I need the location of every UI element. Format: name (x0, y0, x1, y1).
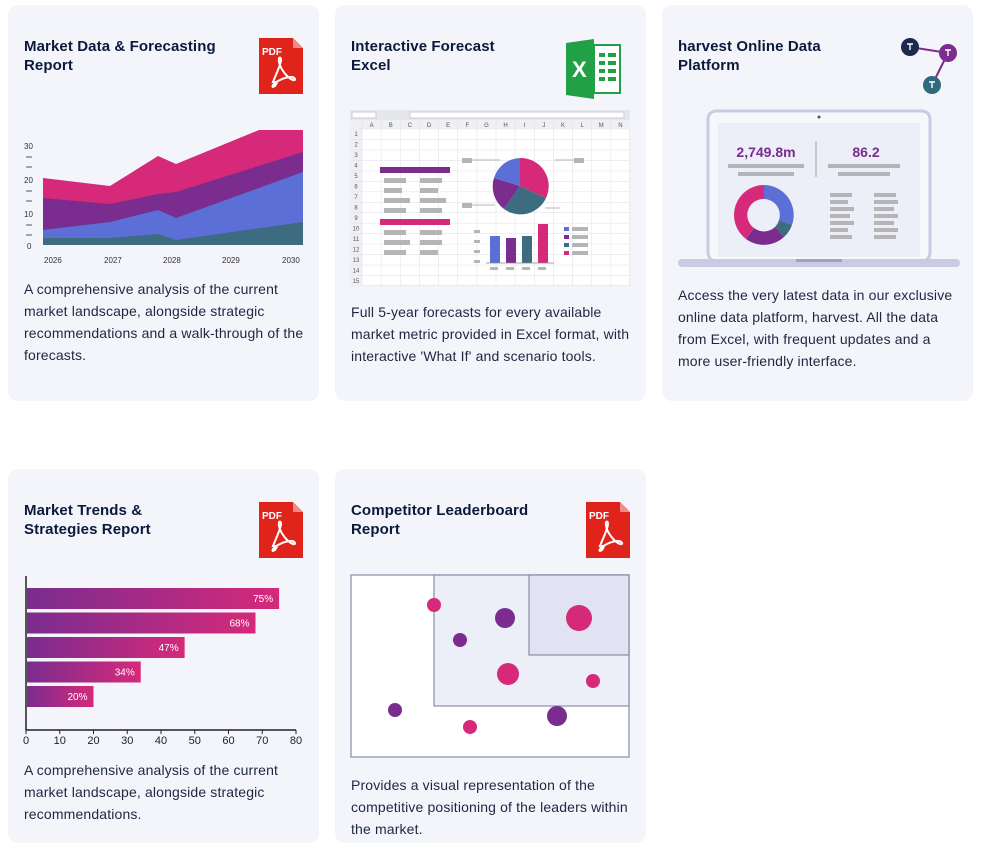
x-tick-label: 30 (121, 735, 133, 747)
sheet-row-header: 2 (354, 143, 358, 149)
sheet-column-header: J (542, 123, 545, 129)
x-tick: 2027 (104, 256, 122, 265)
card-title: Competitor Leaderboard Report (351, 502, 529, 538)
card-title: Interactive Forecast Excel (351, 38, 495, 74)
bar (27, 588, 280, 609)
x-tick-label: 50 (189, 735, 201, 747)
excel-label: X (572, 57, 587, 82)
pdf-label: PDF (262, 511, 282, 522)
sheet-row-header: 6 (354, 185, 358, 191)
bar (27, 686, 94, 707)
laptop-illustration: 2,749.8m 86.2 (678, 109, 960, 267)
pdf-icon: PDF (586, 502, 630, 558)
sheet-row-header: 8 (354, 206, 358, 212)
x-tick-label: 80 (290, 735, 302, 747)
pdf-label: PDF (262, 47, 282, 58)
bar-label: 75% (253, 594, 273, 605)
sheet-row-header: 15 (353, 279, 360, 285)
sheet-column-header: F (465, 123, 469, 129)
sheet-column-header: E (446, 123, 450, 129)
sheet-column-header: H (503, 123, 507, 129)
card-description: Access the very latest data in our exclu… (678, 287, 953, 369)
sheet-row-header: 1 (354, 132, 358, 138)
pdf-icon: PDF (259, 502, 303, 558)
card-description: A comprehensive analysis of the current … (24, 762, 279, 822)
card-title: harvest Online Data Platform (678, 38, 821, 74)
x-tick-label: 0 (23, 735, 29, 747)
x-tick-label: 10 (54, 735, 66, 747)
sheet-column-header: G (484, 123, 489, 129)
sheet-column-header: M (599, 123, 604, 129)
metric-value: 2,749.8m (736, 144, 795, 160)
sheet-row-header: 3 (354, 153, 358, 159)
y-tick: 10 (24, 210, 33, 219)
sheet-row-header: 11 (353, 237, 360, 243)
sheet-column-header: N (618, 123, 622, 129)
y-tick: 0 (27, 242, 32, 251)
bar (27, 637, 185, 658)
card-description: Full 5-year forecasts for every availabl… (351, 304, 630, 364)
x-tick-label: 40 (155, 735, 167, 747)
x-tick: 2028 (163, 256, 181, 265)
y-tick: 30 (24, 142, 33, 151)
area-series-4 (43, 222, 303, 245)
sheet-row-header: 10 (353, 226, 360, 232)
sheet-row-header: 9 (354, 216, 358, 222)
card-market-trends-strategies[interactable]: Market Trends & Strategies Report PDF 75… (8, 469, 319, 843)
x-tick-label: 20 (87, 735, 99, 747)
excel-icon: X (566, 39, 621, 99)
sheet-row-header: 4 (354, 164, 358, 170)
card-description: Provides a visual representation of the … (351, 777, 628, 837)
x-tick: 2030 (282, 256, 300, 265)
horizontal-bar-chart: 75% 68% 47% 34% 20% 0 10 20 30 40 50 60 70 80 (23, 576, 302, 747)
card-title: Market Data & Forecasting Report (24, 38, 216, 74)
metric-value: 86.2 (852, 144, 879, 160)
area-series-3 (43, 172, 303, 245)
bar-label: 47% (159, 643, 179, 654)
card-interactive-forecast-excel[interactable]: Interactive Forecast Excel X A B C D E F G H I J K… (335, 5, 646, 401)
card-harvest-online-platform[interactable]: harvest Online Data Platform 2,749.8m 86… (662, 5, 973, 401)
sheet-row-header: 14 (353, 268, 360, 274)
stacked-area-chart: 30 20 10 0 2026 2027 2028 2029 2030 (24, 130, 303, 265)
sheet-row-header: 13 (353, 258, 360, 264)
sheet-column-header: B (389, 123, 393, 129)
x-tick-label: 70 (256, 735, 268, 747)
bar-label: 20% (67, 692, 87, 703)
network-icon (901, 38, 957, 94)
sheet-column-header: C (408, 123, 413, 129)
card-title: Market Trends & Strategies Report (24, 502, 151, 538)
sheet-column-header: K (561, 123, 565, 129)
pdf-label: PDF (589, 511, 609, 522)
bar (27, 661, 141, 683)
y-tick: 20 (24, 176, 33, 185)
bar (27, 612, 256, 634)
sheet-row-header: 12 (353, 247, 360, 253)
sheet-column-header: L (580, 123, 584, 129)
card-competitor-leaderboard[interactable]: Competitor Leaderboard Report PDF Provid… (335, 469, 646, 843)
x-tick-label: 60 (222, 735, 234, 747)
sheet-column-header: A (370, 123, 374, 129)
bar-label: 68% (229, 619, 249, 630)
sheet-column-header: I (524, 123, 526, 129)
sheet-column-header: D (427, 123, 432, 129)
x-tick: 2029 (222, 256, 240, 265)
card-description: A comprehensive analysis of the current … (24, 281, 304, 363)
x-tick: 2026 (44, 256, 62, 265)
sheet-row-header: 5 (354, 174, 358, 180)
bubble-quadrant-chart (350, 574, 630, 758)
sheet-row-header: 7 (354, 195, 358, 201)
card-market-data-forecasting[interactable]: Market Data & Forecasting Report PDF 30 … (8, 5, 319, 401)
pdf-icon: PDF (259, 38, 303, 94)
bar-label: 34% (115, 668, 135, 679)
